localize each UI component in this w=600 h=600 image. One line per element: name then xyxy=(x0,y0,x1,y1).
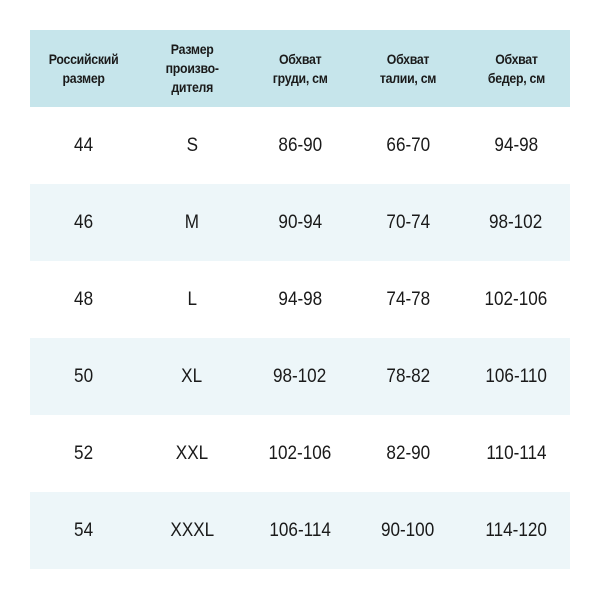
cell-chest: 102-106 xyxy=(246,415,354,492)
header-row: Российский размер Размер произво- дителя… xyxy=(30,30,570,107)
header-label: Обхват бедер, см xyxy=(487,50,545,86)
table-row: 44 S 86-90 66-70 94-98 xyxy=(30,107,570,184)
cell-value: 70-74 xyxy=(386,211,430,233)
cell-hips: 114-120 xyxy=(462,492,570,569)
cell-russian-size: 44 xyxy=(30,107,138,184)
cell-value: M xyxy=(184,211,200,233)
table-row: 52 XXL 102-106 82-90 110-114 xyxy=(30,415,570,492)
cell-value: 44 xyxy=(74,134,94,156)
cell-manufacturer-size: M xyxy=(138,184,246,261)
cell-hips: 98-102 xyxy=(462,184,570,261)
cell-manufacturer-size: XL xyxy=(138,338,246,415)
header-russian-size: Российский размер xyxy=(30,30,138,107)
cell-hips: 110-114 xyxy=(462,415,570,492)
cell-russian-size: 54 xyxy=(30,492,138,569)
cell-value: 106-114 xyxy=(269,519,331,541)
cell-chest: 86-90 xyxy=(246,107,354,184)
cell-value: S xyxy=(186,134,198,156)
cell-hips: 102-106 xyxy=(462,261,570,338)
cell-value: XXL xyxy=(175,442,209,464)
size-chart-table: Российский размер Размер произво- дителя… xyxy=(30,30,570,569)
cell-chest: 106-114 xyxy=(246,492,354,569)
header-chest: Обхват груди, см xyxy=(246,30,354,107)
cell-value: 50 xyxy=(74,365,94,387)
table-row: 50 XL 98-102 78-82 106-110 xyxy=(30,338,570,415)
cell-russian-size: 50 xyxy=(30,338,138,415)
cell-value: 52 xyxy=(74,442,94,464)
cell-value: L xyxy=(187,288,197,310)
cell-value: 66-70 xyxy=(386,134,430,156)
cell-waist: 78-82 xyxy=(354,338,462,415)
cell-value: 94-98 xyxy=(278,288,322,310)
cell-value: XXXL xyxy=(170,519,214,541)
cell-chest: 90-94 xyxy=(246,184,354,261)
cell-value: 106-110 xyxy=(485,365,547,387)
cell-waist: 82-90 xyxy=(354,415,462,492)
cell-manufacturer-size: S xyxy=(138,107,246,184)
header-hips: Обхват бедер, см xyxy=(462,30,570,107)
header-label: Российский размер xyxy=(49,50,119,86)
cell-value: 90-94 xyxy=(278,211,322,233)
cell-value: 46 xyxy=(74,211,94,233)
cell-value: 98-102 xyxy=(273,365,327,387)
cell-manufacturer-size: XXL xyxy=(138,415,246,492)
cell-value: XL xyxy=(181,365,203,387)
cell-value: 94-98 xyxy=(494,134,538,156)
cell-waist: 70-74 xyxy=(354,184,462,261)
cell-russian-size: 46 xyxy=(30,184,138,261)
cell-value: 114-120 xyxy=(485,519,547,541)
cell-waist: 90-100 xyxy=(354,492,462,569)
table-row: 46 M 90-94 70-74 98-102 xyxy=(30,184,570,261)
cell-waist: 74-78 xyxy=(354,261,462,338)
cell-value: 102-106 xyxy=(484,288,548,310)
header-label: Размер произво- дителя xyxy=(165,41,219,95)
header-manufacturer-size: Размер произво- дителя xyxy=(138,30,246,107)
cell-waist: 66-70 xyxy=(354,107,462,184)
cell-chest: 98-102 xyxy=(246,338,354,415)
header-label: Обхват груди, см xyxy=(272,50,328,86)
cell-manufacturer-size: XXXL xyxy=(138,492,246,569)
cell-hips: 94-98 xyxy=(462,107,570,184)
header-label: Обхват талии, см xyxy=(379,50,437,86)
cell-russian-size: 52 xyxy=(30,415,138,492)
cell-value: 74-78 xyxy=(386,288,430,310)
cell-value: 86-90 xyxy=(278,134,322,156)
table-row: 54 XXXL 106-114 90-100 114-120 xyxy=(30,492,570,569)
table-row: 48 L 94-98 74-78 102-106 xyxy=(30,261,570,338)
cell-hips: 106-110 xyxy=(462,338,570,415)
cell-value: 90-100 xyxy=(381,519,435,541)
cell-value: 78-82 xyxy=(386,365,430,387)
cell-value: 102-106 xyxy=(268,442,332,464)
cell-value: 54 xyxy=(74,519,94,541)
cell-chest: 94-98 xyxy=(246,261,354,338)
cell-russian-size: 48 xyxy=(30,261,138,338)
cell-value: 48 xyxy=(74,288,94,310)
cell-manufacturer-size: L xyxy=(138,261,246,338)
header-waist: Обхват талии, см xyxy=(354,30,462,107)
cell-value: 82-90 xyxy=(386,442,430,464)
cell-value: 98-102 xyxy=(489,211,543,233)
cell-value: 110-114 xyxy=(485,442,547,464)
